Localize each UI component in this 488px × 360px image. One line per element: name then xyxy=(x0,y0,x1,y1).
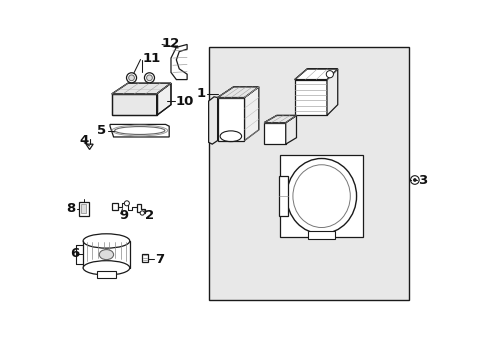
PathPatch shape xyxy=(137,204,144,212)
PathPatch shape xyxy=(110,125,169,137)
Text: 12: 12 xyxy=(162,36,180,50)
PathPatch shape xyxy=(294,80,326,116)
Text: 8: 8 xyxy=(66,202,76,215)
Circle shape xyxy=(126,73,136,83)
PathPatch shape xyxy=(81,204,86,213)
PathPatch shape xyxy=(112,94,156,116)
PathPatch shape xyxy=(86,144,93,149)
PathPatch shape xyxy=(208,97,217,144)
Ellipse shape xyxy=(83,234,129,248)
PathPatch shape xyxy=(294,69,337,80)
Circle shape xyxy=(325,71,333,78)
Bar xyxy=(278,176,287,216)
Ellipse shape xyxy=(99,249,113,260)
PathPatch shape xyxy=(285,116,296,144)
PathPatch shape xyxy=(156,83,171,116)
Bar xyxy=(208,47,408,300)
Ellipse shape xyxy=(83,261,129,275)
Text: 9: 9 xyxy=(119,209,128,222)
PathPatch shape xyxy=(217,87,258,98)
PathPatch shape xyxy=(264,116,296,123)
Text: 2: 2 xyxy=(144,209,154,222)
Circle shape xyxy=(410,176,418,184)
PathPatch shape xyxy=(244,87,258,140)
Circle shape xyxy=(144,73,154,83)
Text: 7: 7 xyxy=(155,253,163,266)
Circle shape xyxy=(128,75,134,81)
Text: 5: 5 xyxy=(97,124,106,137)
PathPatch shape xyxy=(171,44,187,80)
PathPatch shape xyxy=(142,253,147,262)
Circle shape xyxy=(140,211,144,215)
PathPatch shape xyxy=(79,202,88,216)
Text: 10: 10 xyxy=(175,95,194,108)
Ellipse shape xyxy=(286,158,356,234)
PathPatch shape xyxy=(280,155,362,237)
Bar xyxy=(308,231,334,239)
Text: 4: 4 xyxy=(80,134,89,147)
Circle shape xyxy=(412,179,415,181)
Text: 6: 6 xyxy=(70,247,80,260)
PathPatch shape xyxy=(112,83,171,94)
PathPatch shape xyxy=(112,203,118,211)
PathPatch shape xyxy=(264,123,285,144)
Text: 3: 3 xyxy=(418,174,427,186)
Circle shape xyxy=(124,201,129,206)
Bar xyxy=(97,271,116,278)
PathPatch shape xyxy=(326,69,337,116)
Circle shape xyxy=(146,75,152,81)
Text: 1: 1 xyxy=(196,87,205,100)
PathPatch shape xyxy=(217,98,244,140)
Text: 11: 11 xyxy=(142,51,160,64)
